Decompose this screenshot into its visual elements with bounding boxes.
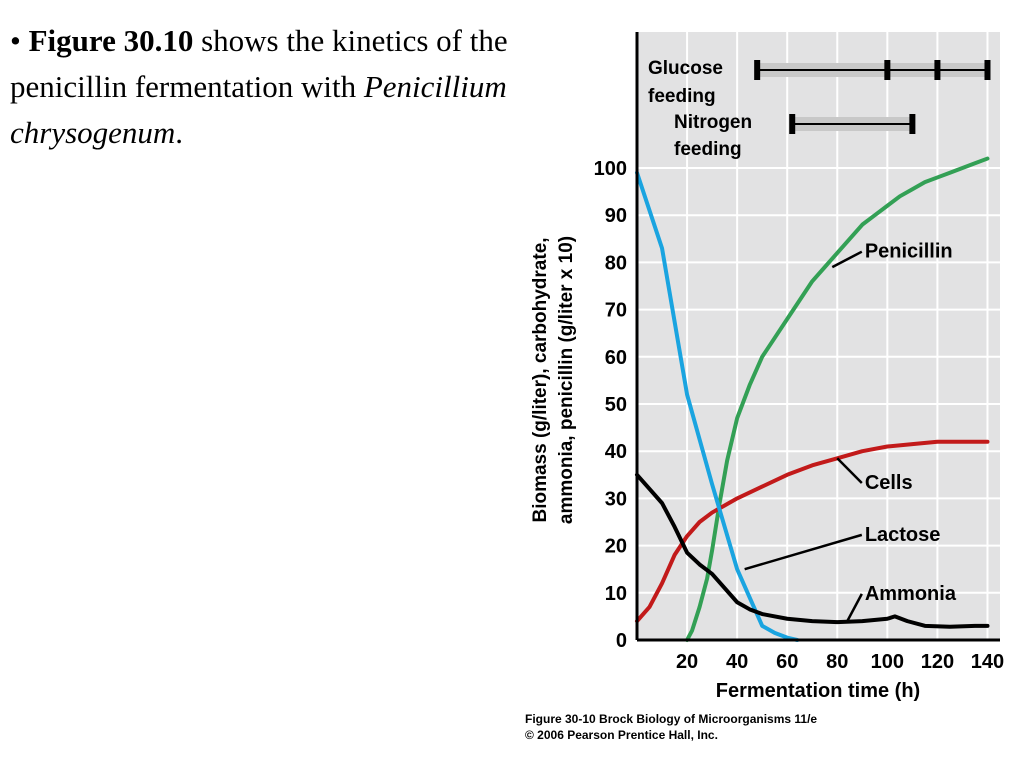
- caption-line-1: Figure 30-10 Brock Biology of Microorgan…: [525, 712, 818, 726]
- y-axis-label-line1: Biomass (g/liter), carbohydrate,: [530, 237, 551, 522]
- feeding-mark: [934, 60, 941, 80]
- feeding-label: feeding: [648, 86, 716, 107]
- y-tick-label: 60: [605, 347, 627, 369]
- y-tick-label: 0: [616, 630, 627, 652]
- caption-line-2: © 2006 Pearson Prentice Hall, Inc.: [525, 728, 718, 742]
- label-leader: [744, 533, 863, 571]
- x-tick-label: 20: [676, 651, 698, 673]
- x-tick-label: 80: [826, 651, 848, 673]
- feeding-schedule: Glucose feeding Nitrogen feeding: [648, 58, 991, 160]
- feeding-mark: [754, 60, 761, 80]
- figure-reference: Figure 30.10: [28, 23, 194, 58]
- series-line-lactose: [635, 170, 800, 642]
- chart-panel: [637, 32, 1000, 640]
- label-leader: [836, 457, 863, 484]
- y-tick-label: 20: [605, 536, 627, 558]
- series-line-ammonia: [635, 472, 990, 629]
- feeding-mark: [884, 60, 891, 80]
- series-line-cells: [635, 439, 990, 624]
- x-axis-label: Fermentation time (h): [716, 680, 920, 702]
- series-label-ammonia: Ammonia: [865, 583, 957, 605]
- x-tick-label: 60: [776, 651, 798, 673]
- organism-name: Penicillium chrysogenum: [10, 69, 507, 150]
- body-text-end: .: [175, 115, 184, 150]
- y-tick-label: 50: [605, 394, 627, 416]
- figure-caption: Figure 30-10 Brock Biology of Microorgan…: [525, 711, 817, 743]
- bullet: •: [10, 23, 21, 58]
- x-tick-label: 40: [726, 651, 748, 673]
- feeding-label: feeding: [674, 139, 742, 160]
- label-leader: [846, 593, 863, 622]
- body-text: shows the kinetics of the penicillin fer…: [10, 23, 508, 104]
- chart-ticks: 0 10 20 30 40 50 60 70 80 90 100 20 40 60 80 100 120 140: [594, 158, 1005, 673]
- y-tick-label: 40: [605, 441, 627, 463]
- feeding-mark: [984, 60, 991, 80]
- label-leader: [831, 250, 863, 269]
- y-tick-label: 30: [605, 488, 627, 510]
- y-tick-label: 70: [605, 300, 627, 322]
- y-tick-label: 90: [605, 205, 627, 227]
- feeding-label: Nitrogen: [674, 112, 752, 133]
- y-axis-label-line2: ammonia, penicillin (g/liter x 10): [556, 236, 577, 524]
- series-label-cells: Cells: [865, 472, 913, 494]
- y-tick-label: 100: [594, 158, 627, 180]
- series-label-lactose: Lactose: [865, 524, 941, 546]
- x-tick-label: 100: [871, 651, 904, 673]
- feeding-mark: [789, 114, 796, 134]
- chart-axes: [635, 32, 1000, 642]
- slide-body-text: • Figure 30.10 shows the kinetics of the…: [10, 18, 610, 156]
- y-tick-label: 10: [605, 583, 627, 605]
- series-label-penicillin: Penicillin: [865, 241, 953, 263]
- x-tick-label: 120: [921, 651, 954, 673]
- series-labels: Penicillin Cells Lactose Ammonia: [744, 241, 957, 622]
- series-line-penicillin: [685, 156, 990, 642]
- feeding-mark: [909, 114, 916, 134]
- feeding-label: Glucose: [648, 58, 723, 79]
- x-tick-label: 140: [971, 651, 1004, 673]
- chart-series: [635, 156, 990, 642]
- y-tick-label: 80: [605, 252, 627, 274]
